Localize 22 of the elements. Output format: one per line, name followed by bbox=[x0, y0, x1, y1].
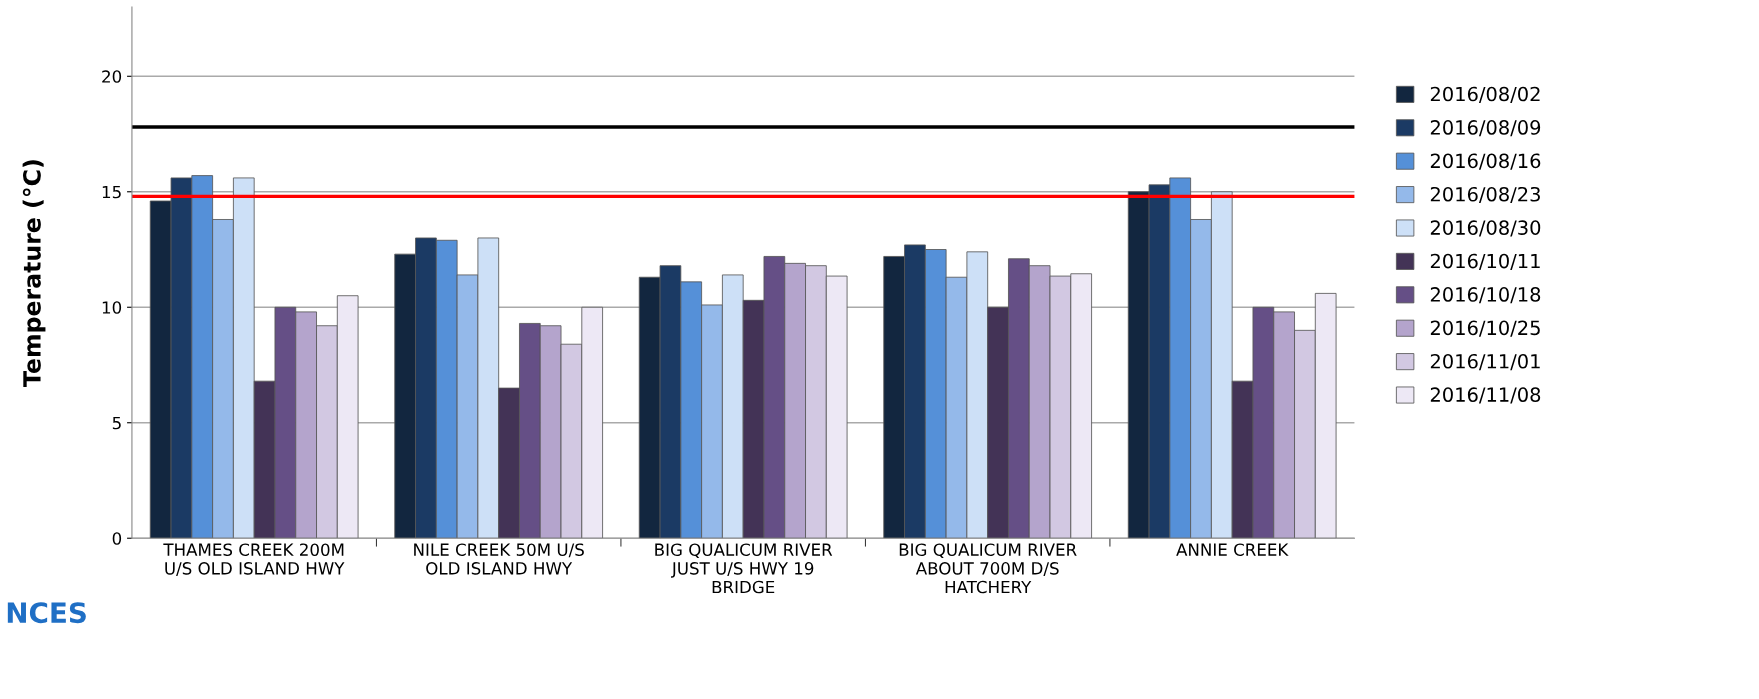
x-tick-label: NILE CREEK 50M U/S OLD ISLAND HWY bbox=[414, 543, 584, 575]
text: NCES bbox=[7, 602, 86, 624]
y-axis-title: Temperature (°C) bbox=[22, 160, 46, 387]
y-tick-label: 5 bbox=[112, 416, 121, 430]
legend-label: 2016/08/16 bbox=[1430, 153, 1541, 170]
y-tick-label: 10 bbox=[102, 301, 122, 314]
y-tick-label: 0 bbox=[112, 532, 122, 545]
x-tick-label: BIG QUALICUM RIVER JUST U/S HWY 19 BRIDGE bbox=[655, 543, 833, 594]
legend-label: 2016/08/23 bbox=[1430, 186, 1540, 204]
x-tick-label: THAMES CREEK 200M U/S OLD ISLAND HWY bbox=[163, 543, 345, 576]
legend-label: 2016/10/18 bbox=[1430, 287, 1541, 304]
y-tick-label: 15 bbox=[102, 185, 121, 199]
legend-label: 2016/11/01 bbox=[1430, 353, 1540, 371]
x-tick-label: BIG QUALICUM RIVER ABOUT 700M D/S HATCHERY bbox=[899, 543, 1077, 594]
y-tick-label: 20 bbox=[102, 70, 122, 83]
legend-label: 2016/11/08 bbox=[1430, 387, 1541, 404]
legend-label: 2016/10/11 bbox=[1430, 253, 1540, 270]
x-tick-label: ANNIE CREEK bbox=[1176, 543, 1289, 556]
legend-label: 2016/10/25 bbox=[1430, 320, 1540, 337]
legend-label: 2016/08/09 bbox=[1430, 120, 1541, 137]
legend-label: 2016/08/30 bbox=[1430, 220, 1541, 237]
legend-label: 2016/08/02 bbox=[1430, 86, 1540, 103]
